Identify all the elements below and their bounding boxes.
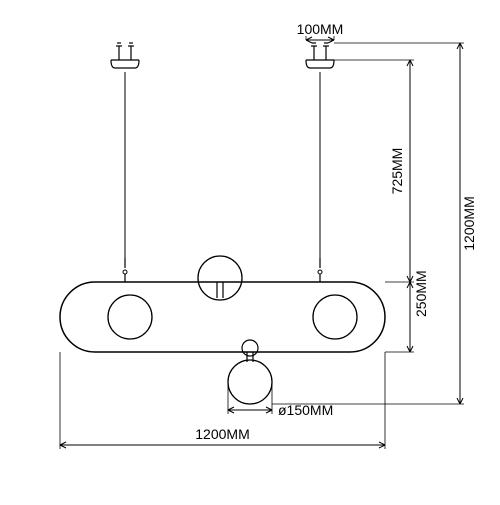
dim-label: 250MM <box>413 270 429 317</box>
dim-label: ø150MM <box>278 402 333 418</box>
dim-label: 100MM <box>297 21 344 37</box>
pendant-light-diagram: 100MM 725MM 250MM 1200MM ø150MM 1200MM <box>0 0 500 500</box>
dim-label: 1200MM <box>461 196 477 250</box>
dim-label: 1200MM <box>195 426 249 442</box>
dim-label: 725MM <box>389 148 405 195</box>
